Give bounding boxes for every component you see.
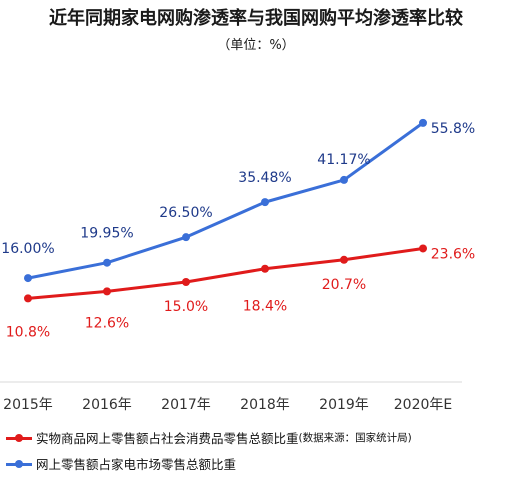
x-tick-label: 2020年E: [394, 397, 452, 413]
data-point: [182, 278, 190, 286]
data-point: [419, 244, 427, 253]
data-label: 26.50%: [159, 205, 212, 221]
data-point: [261, 264, 269, 273]
x-tick-label: 2019年: [319, 397, 369, 413]
data-point: [24, 294, 32, 303]
series-line-online-appliance: [27, 121, 424, 280]
data-label: 19.95%: [80, 226, 133, 242]
data-point: [103, 258, 111, 267]
data-label: 20.7%: [322, 277, 366, 293]
data-point: [340, 175, 348, 184]
data-point: [261, 198, 269, 207]
legend-label-red: 实物商品网上零售额占社会消费品零售总额比重: [36, 431, 299, 446]
data-label: 23.6%: [431, 246, 475, 262]
legend-item-blue: 网上零售额占家电市场零售总额比重: [6, 454, 236, 473]
data-label: 35.48%: [238, 170, 291, 186]
legend-source-note: (数据来源：国家统计局): [298, 432, 412, 444]
data-label: 18.4%: [243, 299, 287, 315]
data-label: 16.00%: [1, 241, 54, 257]
x-tick-label: 2018年: [240, 397, 290, 413]
data-point: [103, 287, 111, 296]
data-label: 15.0%: [164, 299, 208, 315]
series-line-online-retail: [27, 246, 424, 300]
chart-title: 近年同期家电网购渗透率与我国网购平均渗透率比较: [49, 8, 463, 29]
chart-subtitle: （单位：%）: [217, 38, 295, 53]
x-tick-label: 2015年: [3, 397, 53, 413]
data-label: 12.6%: [85, 315, 129, 331]
data-label: 41.17%: [317, 152, 370, 168]
legend-swatch-red: [6, 433, 32, 443]
data-point: [419, 118, 427, 127]
data-point: [340, 255, 348, 264]
data-label: 55.8%: [431, 121, 475, 137]
legend-swatch-blue: [6, 459, 32, 469]
data-label: 10.8%: [6, 324, 50, 340]
legend-item-red: 实物商品网上零售额占社会消费品零售总额比重 (数据来源：国家统计局): [6, 428, 412, 447]
data-point: [24, 274, 32, 283]
x-tick-label: 2017年: [161, 397, 211, 413]
x-tick-label: 2016年: [82, 397, 132, 413]
legend-label-blue: 网上零售额占家电市场零售总额比重: [36, 457, 237, 472]
data-point: [182, 233, 190, 242]
